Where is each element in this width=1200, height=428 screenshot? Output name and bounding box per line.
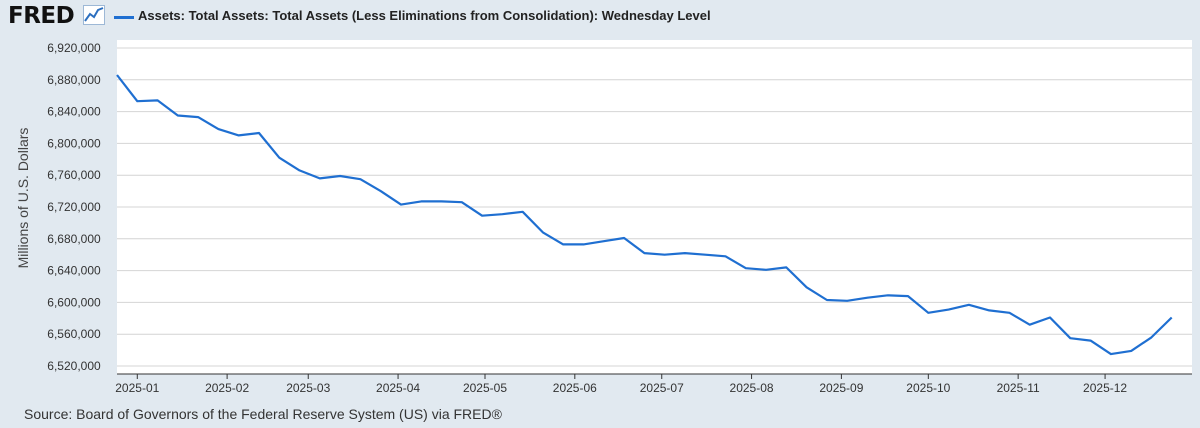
gridlines (117, 47, 1192, 367)
y-tick-label: 6,600,000 (47, 295, 101, 309)
y-tick-label: 6,840,000 (47, 105, 101, 119)
series-group (116, 74, 1173, 356)
y-axis-label: Millions of U.S. Dollars (15, 127, 31, 269)
legend-series-label[interactable]: Assets: Total Assets: Total Assets (Less… (138, 8, 711, 23)
x-tick-label: 2025-08 (730, 381, 774, 395)
x-tick-label: 2025-03 (286, 381, 330, 395)
y-tick-label: 6,640,000 (47, 264, 101, 278)
x-tick-label: 2025-07 (640, 381, 684, 395)
x-tick-label: 2025-11 (997, 381, 1040, 395)
y-tick-label: 6,560,000 (47, 327, 101, 341)
x-axis: 2025-01 2025-02 2025-03 2025-04 2025-05 2025-… (115, 373, 1192, 395)
x-tick-label: 2025-06 (553, 381, 597, 395)
x-tick-label: 2025-09 (819, 381, 863, 395)
y-tick-label: 6,800,000 (47, 136, 101, 150)
x-tick-label: 2025-02 (205, 381, 249, 395)
source-note: Source: Board of Governors of the Federa… (24, 406, 502, 422)
y-tick-label: 6,680,000 (47, 232, 101, 246)
y-tick-label: 6,720,000 (47, 200, 101, 214)
y-tick-label: 6,920,000 (47, 41, 101, 55)
line-chart-icon (83, 5, 105, 25)
series-line[interactable] (116, 74, 1173, 356)
x-tick-label: 2025-12 (1083, 381, 1127, 395)
x-tick-label: 2025-10 (906, 381, 950, 395)
y-axis: 6,520,000 6,560,000 6,600,000 6,640,000 6,68… (47, 41, 101, 373)
y-tick-label: 6,760,000 (47, 168, 101, 182)
chart-header: FRED Assets: Total Assets: Total Assets … (0, 0, 1200, 34)
y-tick-label: 6,880,000 (47, 73, 101, 87)
x-tick-label: 2025-04 (376, 381, 420, 395)
x-tick-label: 2025-05 (463, 381, 507, 395)
x-tick-label: 2025-01 (115, 381, 159, 395)
fred-logo[interactable]: FRED (8, 3, 75, 29)
y-tick-label: 6,520,000 (47, 359, 101, 373)
legend-swatch (114, 16, 134, 19)
